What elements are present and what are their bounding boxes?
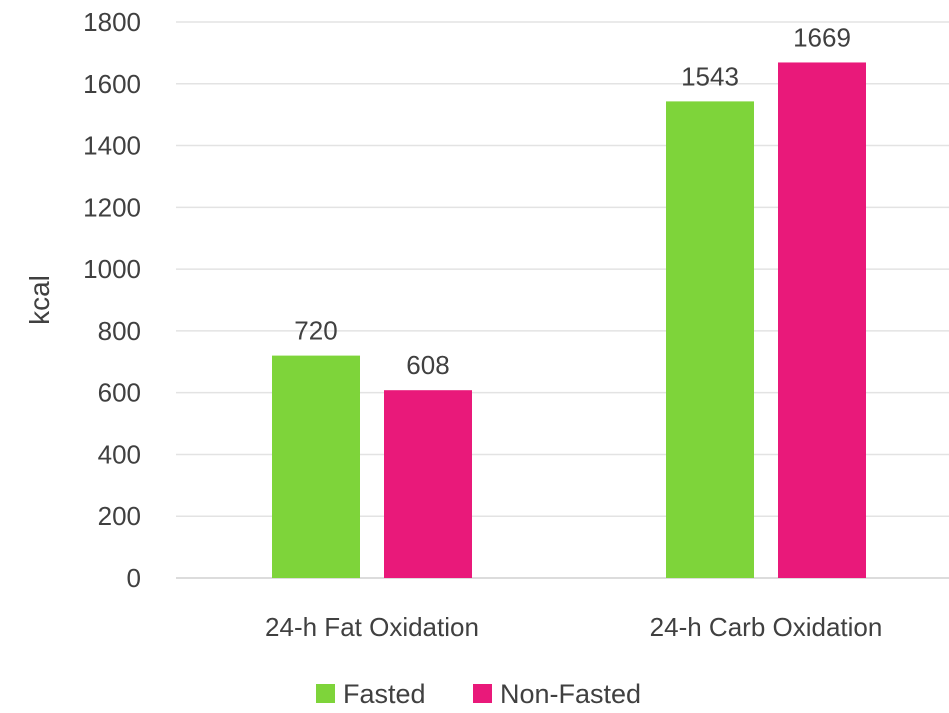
bar-fasted	[666, 101, 754, 578]
y-tick-label: 1200	[83, 192, 141, 222]
bar-non-fasted	[778, 62, 866, 579]
data-labels: 720 608 1543 1669	[294, 22, 851, 380]
y-axis-ticks: 0 200 400 600 800 1000 1200 1400 1600 1800	[83, 7, 141, 593]
x-category-label: 24-h Fat Oxidation	[265, 612, 479, 642]
legend: Fasted Non-Fasted	[316, 679, 641, 709]
legend-label: Fasted	[343, 679, 426, 708]
data-label: 608	[406, 350, 449, 380]
y-tick-label: 1400	[83, 131, 141, 161]
y-tick-label: 1800	[83, 7, 141, 37]
y-tick-label: 600	[98, 378, 141, 408]
legend-swatch	[473, 684, 492, 703]
data-label: 1543	[681, 61, 739, 91]
legend-label: Non-Fasted	[500, 679, 641, 708]
y-tick-label: 200	[98, 501, 141, 531]
y-tick-label: 1600	[83, 69, 141, 99]
bar-non-fasted	[384, 390, 472, 578]
x-axis-categories: 24-h Fat Oxidation 24-h Carb Oxidation	[265, 612, 882, 642]
bars	[272, 62, 866, 579]
bar-fasted	[272, 355, 360, 578]
y-tick-label: 400	[98, 439, 141, 469]
data-label: 1669	[793, 22, 851, 52]
data-label: 720	[294, 316, 337, 346]
y-tick-label: 1000	[83, 254, 141, 284]
y-tick-label: 0	[127, 563, 141, 593]
legend-swatch	[316, 684, 335, 703]
x-category-label: 24-h Carb Oxidation	[650, 612, 883, 642]
y-axis-title: kcal	[24, 275, 55, 325]
y-tick-label: 800	[98, 316, 141, 346]
